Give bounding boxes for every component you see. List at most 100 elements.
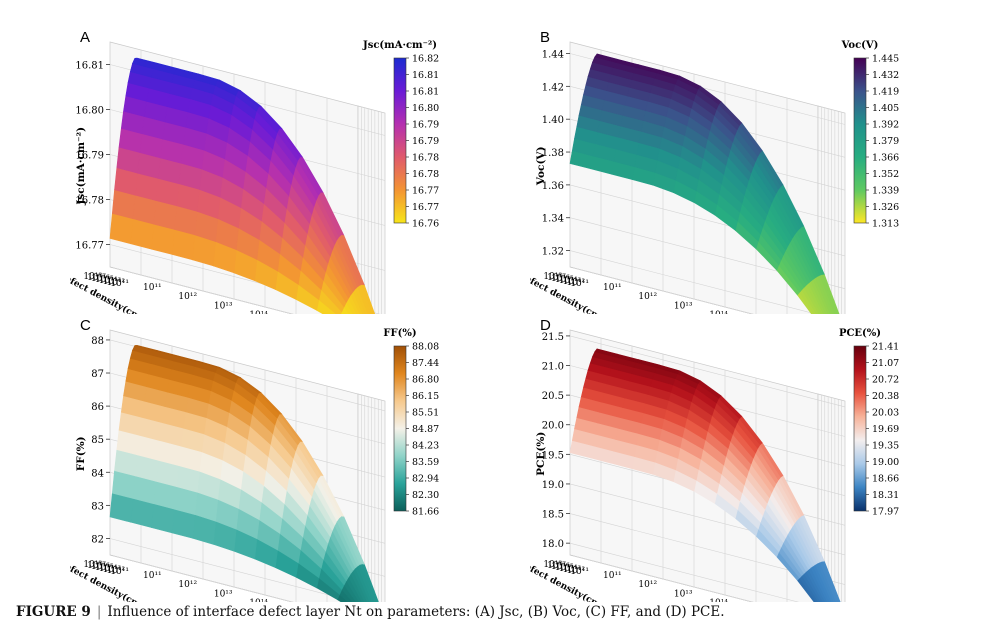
colorbar-tick-label: 16.79 (412, 120, 439, 131)
colorbar-tick-label: 1.352 (872, 169, 899, 180)
y-tick-label: 10¹² (178, 292, 197, 302)
z-axis-label: FF(%) (75, 436, 87, 471)
y-tick-label: 10¹⁴ (709, 310, 728, 314)
grid-line (569, 542, 800, 602)
panel-d: D 21.5 21.0 20.5 20.0 19.5 19.0 18.5 18.0 PCE(%) 1… (530, 312, 930, 602)
x-tick-label: 10¹² (106, 278, 125, 288)
panel-a: A 16.81 16.80 16.79 16.78 16.77 Jsc(mA·cm⁻²) 10… (70, 24, 470, 314)
panel-letter: B (540, 29, 550, 46)
colorbar-tick-label: 16.81 (412, 70, 439, 81)
colorbar-tick-label: 85.51 (412, 408, 439, 419)
z-axis-label: Voc(V) (535, 146, 547, 186)
x-tick-label: 10¹⁵ (95, 563, 114, 573)
grid-line (569, 335, 846, 408)
colorbar-title: FF(%) (383, 328, 416, 339)
colorbar-tick-label: 20.72 (872, 375, 899, 386)
grid-line (569, 184, 846, 257)
z-tick-label: 82 (91, 534, 104, 545)
y-tick-label: 10¹¹ (603, 571, 622, 581)
surface-chart-voc: B1.441.421.401.381.361.341.32Voc(V)10¹⁸1… (530, 29, 899, 314)
x-tick-label: 10¹⁶ (551, 274, 570, 284)
colorbar-tick-label: 16.81 (412, 87, 439, 98)
z-tick-label: 88 (91, 336, 104, 347)
x-tick-label: 10¹¹ (570, 567, 589, 577)
colorbar-tick-label: 18.31 (872, 490, 899, 501)
z-tick-label: 85 (91, 435, 104, 446)
x-tick-label: 10¹⁴ (559, 564, 578, 574)
colorbar-tick-label: 21.07 (872, 358, 899, 369)
y-tick-label: 10¹³ (214, 589, 233, 599)
panel-c: C 88 87 86 85 84 83 82 FF(%) 10¹⁸ 10¹⁷ 10¹⁶ 10¹⁵ 10¹⁴… (70, 312, 470, 602)
x-tick-label: 10¹⁵ (555, 563, 574, 573)
x-tick-label: 10¹¹ (110, 279, 129, 289)
grid-line (113, 555, 294, 602)
x-tick-label: 10¹¹ (110, 567, 129, 577)
colorbar-tick-label: 16.78 (412, 153, 439, 164)
panel-letter: A (80, 29, 90, 46)
surface-facet (594, 348, 619, 358)
colorbar-title: PCE(%) (839, 328, 881, 339)
y-tick-label: 10¹¹ (143, 571, 162, 581)
z-tick-label: 16.78 (75, 196, 104, 207)
z-axis-label: PCE(%) (535, 432, 547, 476)
caption-text: Influence of interface defect layer Nt o… (107, 604, 725, 620)
colorbar (853, 57, 867, 224)
colorbar-tick-label: 1.419 (872, 87, 899, 98)
colorbar-tick-label: 82.30 (412, 490, 439, 501)
y-tick-label: 10¹² (638, 580, 657, 590)
x-tick-label: 10¹⁷ (547, 561, 566, 571)
colorbar-tick-label: 1.432 (872, 70, 899, 81)
z-tick-label: 21.5 (542, 332, 564, 343)
z-tick-label: 1.40 (542, 115, 564, 126)
x-tick-label: 10¹³ (563, 565, 582, 575)
y-tick-label: 10¹⁴ (249, 598, 268, 602)
x-tick-label: 10¹⁷ (547, 273, 566, 283)
surface-facet (134, 57, 158, 64)
colorbar-tick-label: 16.80 (412, 103, 439, 114)
surface (109, 344, 379, 602)
colorbar-tick-label: 16.77 (412, 202, 439, 213)
colorbar-tick-label: 1.326 (872, 202, 899, 213)
surface-chart-pce: D21.5 21.0 20.5 20.0 19.5 19.0 18.5 18.0 PCE(%) 1… (530, 317, 899, 602)
y-tick-label: 10¹² (178, 580, 197, 590)
x-tick-label: 10¹⁵ (95, 275, 114, 285)
figure-caption: FIGURE 9 | Influence of interface defect l… (16, 604, 725, 620)
panel-letter: D (540, 317, 551, 334)
colorbar (393, 57, 407, 224)
grid-line (569, 250, 817, 314)
x-tick-label: 10¹¹ (570, 279, 589, 289)
z-tick-label: 19.5 (542, 450, 564, 461)
surface (109, 57, 376, 314)
x-tick-label: 10¹⁴ (559, 276, 578, 286)
y-tick-label: 10¹² (638, 292, 657, 302)
colorbar-title: Jsc(mA·cm⁻²) (362, 40, 437, 51)
z-tick-label: 19.0 (542, 480, 564, 491)
colorbar-tick-label: 19.35 (872, 441, 899, 452)
colorbar-tick-label: 88.08 (412, 342, 439, 353)
y-tick-label: 10¹³ (214, 301, 233, 311)
colorbar-tick-label: 82.94 (412, 474, 439, 485)
colorbar-tick-label: 20.38 (872, 391, 899, 402)
x-tick-label: 10¹⁷ (87, 273, 106, 283)
colorbar-tick-label: 17.97 (872, 507, 899, 518)
colorbar-tick-label: 19.00 (872, 457, 899, 468)
z-tick-label: 16.79 (75, 151, 104, 162)
colorbar-tick-label: 20.03 (872, 408, 899, 419)
colorbar-tick-label: 16.78 (412, 169, 439, 180)
grid-line (573, 555, 754, 602)
surface (569, 348, 841, 602)
colorbar-tick-label: 1.445 (872, 54, 899, 65)
x-tick-label: 10¹² (106, 566, 125, 576)
colorbar-tick-label: 84.87 (412, 424, 439, 435)
z-tick-label: 20.5 (542, 391, 564, 402)
y-tick-label: 10¹³ (674, 589, 693, 599)
surface-chart-jsc: A 16.81 16.80 16.79 16.78 16.77 Jsc(mA·cm⁻²) 10… (70, 29, 439, 314)
colorbar-tick-label: 1.313 (872, 219, 899, 230)
x-tick-label: 10¹³ (563, 277, 582, 287)
colorbar-tick-label: 83.59 (412, 457, 439, 468)
x-tick-label: 10¹⁸ (83, 560, 102, 570)
x-tick-label: 10¹⁵ (555, 275, 574, 285)
colorbar-tick-label: 1.405 (872, 103, 899, 114)
x-tick-label: 10¹⁴ (99, 564, 118, 574)
surface-chart-ff: C88878685848382FF(%)10¹⁸10¹⁷10¹⁶10¹⁵10¹⁴… (70, 317, 439, 602)
